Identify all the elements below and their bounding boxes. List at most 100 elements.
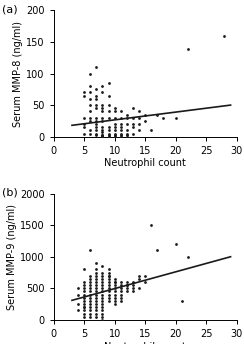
- Point: [88, 308, 92, 313]
- Point: [88, 96, 92, 101]
- Point: [82, 282, 86, 288]
- Point: [82, 295, 86, 301]
- Point: [88, 83, 92, 89]
- Point: [223, 33, 226, 38]
- Point: [94, 298, 98, 304]
- Point: [119, 134, 123, 139]
- Point: [101, 276, 104, 282]
- Point: [125, 115, 129, 120]
- Point: [82, 304, 86, 310]
- Point: [82, 131, 86, 136]
- Point: [125, 134, 129, 139]
- Point: [101, 298, 104, 304]
- Point: [125, 112, 129, 117]
- Point: [76, 286, 80, 291]
- Point: [94, 128, 98, 133]
- Point: [94, 308, 98, 313]
- Point: [94, 131, 98, 136]
- Point: [82, 121, 86, 127]
- Point: [88, 311, 92, 316]
- Point: [143, 112, 147, 117]
- Point: [94, 121, 98, 127]
- Point: [101, 314, 104, 320]
- Point: [88, 273, 92, 278]
- Point: [88, 71, 92, 76]
- Point: [143, 273, 147, 278]
- Point: [119, 289, 123, 294]
- Point: [131, 106, 135, 111]
- Point: [107, 103, 111, 108]
- Point: [125, 282, 129, 288]
- Point: [101, 308, 104, 313]
- Point: [125, 133, 129, 138]
- Point: [113, 134, 117, 139]
- Point: [101, 273, 104, 278]
- Point: [119, 131, 123, 136]
- Point: [101, 90, 104, 95]
- Point: [113, 286, 117, 291]
- Point: [82, 267, 86, 272]
- Point: [113, 109, 117, 114]
- Point: [119, 282, 123, 288]
- Point: [137, 115, 141, 120]
- Point: [82, 301, 86, 307]
- Point: [119, 295, 123, 301]
- Point: [113, 282, 117, 288]
- Point: [82, 304, 86, 310]
- Point: [82, 115, 86, 120]
- Point: [119, 125, 123, 130]
- Point: [88, 103, 92, 108]
- Point: [82, 90, 86, 95]
- Point: [88, 248, 92, 253]
- Point: [88, 292, 92, 298]
- Point: [88, 301, 92, 307]
- Point: [149, 222, 153, 228]
- Point: [107, 93, 111, 98]
- Point: [143, 118, 147, 123]
- Point: [82, 93, 86, 98]
- Point: [131, 125, 135, 130]
- Point: [137, 128, 141, 133]
- Point: [101, 317, 104, 322]
- Point: [107, 286, 111, 291]
- Point: [94, 289, 98, 294]
- Point: [119, 109, 123, 114]
- Point: [94, 106, 98, 111]
- Point: [186, 47, 190, 52]
- Point: [94, 87, 98, 92]
- Point: [113, 128, 117, 133]
- Point: [82, 314, 86, 320]
- Point: [125, 286, 129, 291]
- Point: [82, 125, 86, 130]
- Point: [131, 115, 135, 120]
- Point: [101, 128, 104, 133]
- Point: [119, 121, 123, 127]
- Point: [119, 133, 123, 138]
- Point: [155, 112, 159, 117]
- Point: [131, 289, 135, 294]
- X-axis label: Neutrophil count: Neutrophil count: [104, 342, 186, 344]
- Point: [107, 298, 111, 304]
- Point: [88, 109, 92, 114]
- Point: [101, 311, 104, 316]
- Y-axis label: Serum MMP-8 (ng/ml): Serum MMP-8 (ng/ml): [13, 21, 23, 127]
- Point: [101, 279, 104, 285]
- Point: [88, 289, 92, 294]
- Point: [82, 308, 86, 313]
- Point: [107, 115, 111, 120]
- Point: [119, 115, 123, 120]
- Point: [88, 276, 92, 282]
- Point: [113, 131, 117, 136]
- Point: [101, 304, 104, 310]
- Point: [101, 133, 104, 138]
- Point: [88, 286, 92, 291]
- Point: [131, 131, 135, 136]
- Point: [88, 128, 92, 133]
- Point: [94, 93, 98, 98]
- Y-axis label: Serum MMP-9 (ng/ml): Serum MMP-9 (ng/ml): [7, 204, 17, 310]
- Point: [149, 128, 153, 133]
- Point: [94, 279, 98, 285]
- Point: [113, 125, 117, 130]
- Point: [101, 270, 104, 275]
- Point: [119, 134, 123, 139]
